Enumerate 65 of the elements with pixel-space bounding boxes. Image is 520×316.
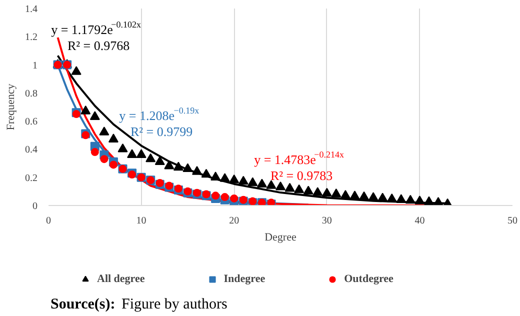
point bbox=[368, 192, 378, 201]
x-tick-label: 30 bbox=[322, 216, 332, 226]
point bbox=[99, 126, 110, 136]
legend-label: Outdegree bbox=[344, 273, 394, 285]
point bbox=[127, 149, 138, 158]
point bbox=[109, 160, 118, 169]
point bbox=[256, 178, 267, 188]
point bbox=[312, 187, 323, 196]
point bbox=[248, 177, 258, 186]
point bbox=[229, 174, 240, 184]
point bbox=[80, 106, 91, 114]
point bbox=[266, 180, 276, 189]
x-tick-label: 40 bbox=[414, 216, 425, 226]
y-tick-label: 1 bbox=[32, 60, 38, 72]
point bbox=[359, 191, 370, 200]
point bbox=[212, 192, 220, 200]
y-tick-label: 0.2 bbox=[25, 172, 38, 184]
y-axis-title: Frequency bbox=[5, 83, 17, 130]
point bbox=[230, 194, 238, 202]
point bbox=[414, 196, 425, 204]
point bbox=[220, 193, 229, 202]
point bbox=[90, 148, 99, 156]
y-tick-label: 0 bbox=[32, 201, 38, 212]
point bbox=[424, 196, 434, 206]
point bbox=[100, 155, 108, 164]
point bbox=[210, 172, 221, 180]
point bbox=[146, 153, 156, 162]
point bbox=[220, 173, 230, 182]
y-tick-label: 0.4 bbox=[25, 144, 38, 156]
point bbox=[294, 184, 304, 194]
x-tick-label: 50 bbox=[508, 216, 518, 226]
point bbox=[173, 162, 184, 171]
x-axis-title: Degree bbox=[264, 232, 296, 244]
x-tick-label: 0 bbox=[46, 216, 51, 226]
point bbox=[303, 186, 314, 195]
y-tick-label: 0.8 bbox=[25, 88, 38, 100]
point bbox=[396, 194, 406, 203]
point bbox=[340, 190, 350, 199]
point bbox=[284, 182, 295, 192]
point bbox=[136, 149, 146, 158]
source-note: Source(s): Figure by authors bbox=[50, 296, 228, 312]
point bbox=[154, 156, 165, 165]
legend-label: All degree bbox=[97, 273, 145, 285]
point bbox=[164, 160, 174, 170]
x-tick-label: 10 bbox=[136, 216, 146, 226]
point bbox=[276, 182, 286, 190]
y-tick-label: 0.6 bbox=[25, 116, 38, 128]
point bbox=[405, 194, 416, 204]
legend-label: Indegree bbox=[224, 273, 266, 285]
point bbox=[322, 188, 332, 197]
point bbox=[378, 192, 388, 202]
point bbox=[201, 168, 212, 178]
point bbox=[331, 188, 342, 198]
point bbox=[192, 166, 202, 175]
point bbox=[386, 193, 397, 202]
point bbox=[108, 134, 118, 142]
x-tick-label: 20 bbox=[229, 216, 240, 226]
y-tick-label: 1.2 bbox=[25, 32, 38, 44]
y-tick-label: 1.4 bbox=[25, 4, 38, 15]
point bbox=[182, 163, 193, 172]
point bbox=[90, 111, 100, 120]
point bbox=[238, 176, 248, 185]
point bbox=[71, 66, 82, 75]
point bbox=[350, 190, 360, 200]
point bbox=[118, 144, 128, 152]
